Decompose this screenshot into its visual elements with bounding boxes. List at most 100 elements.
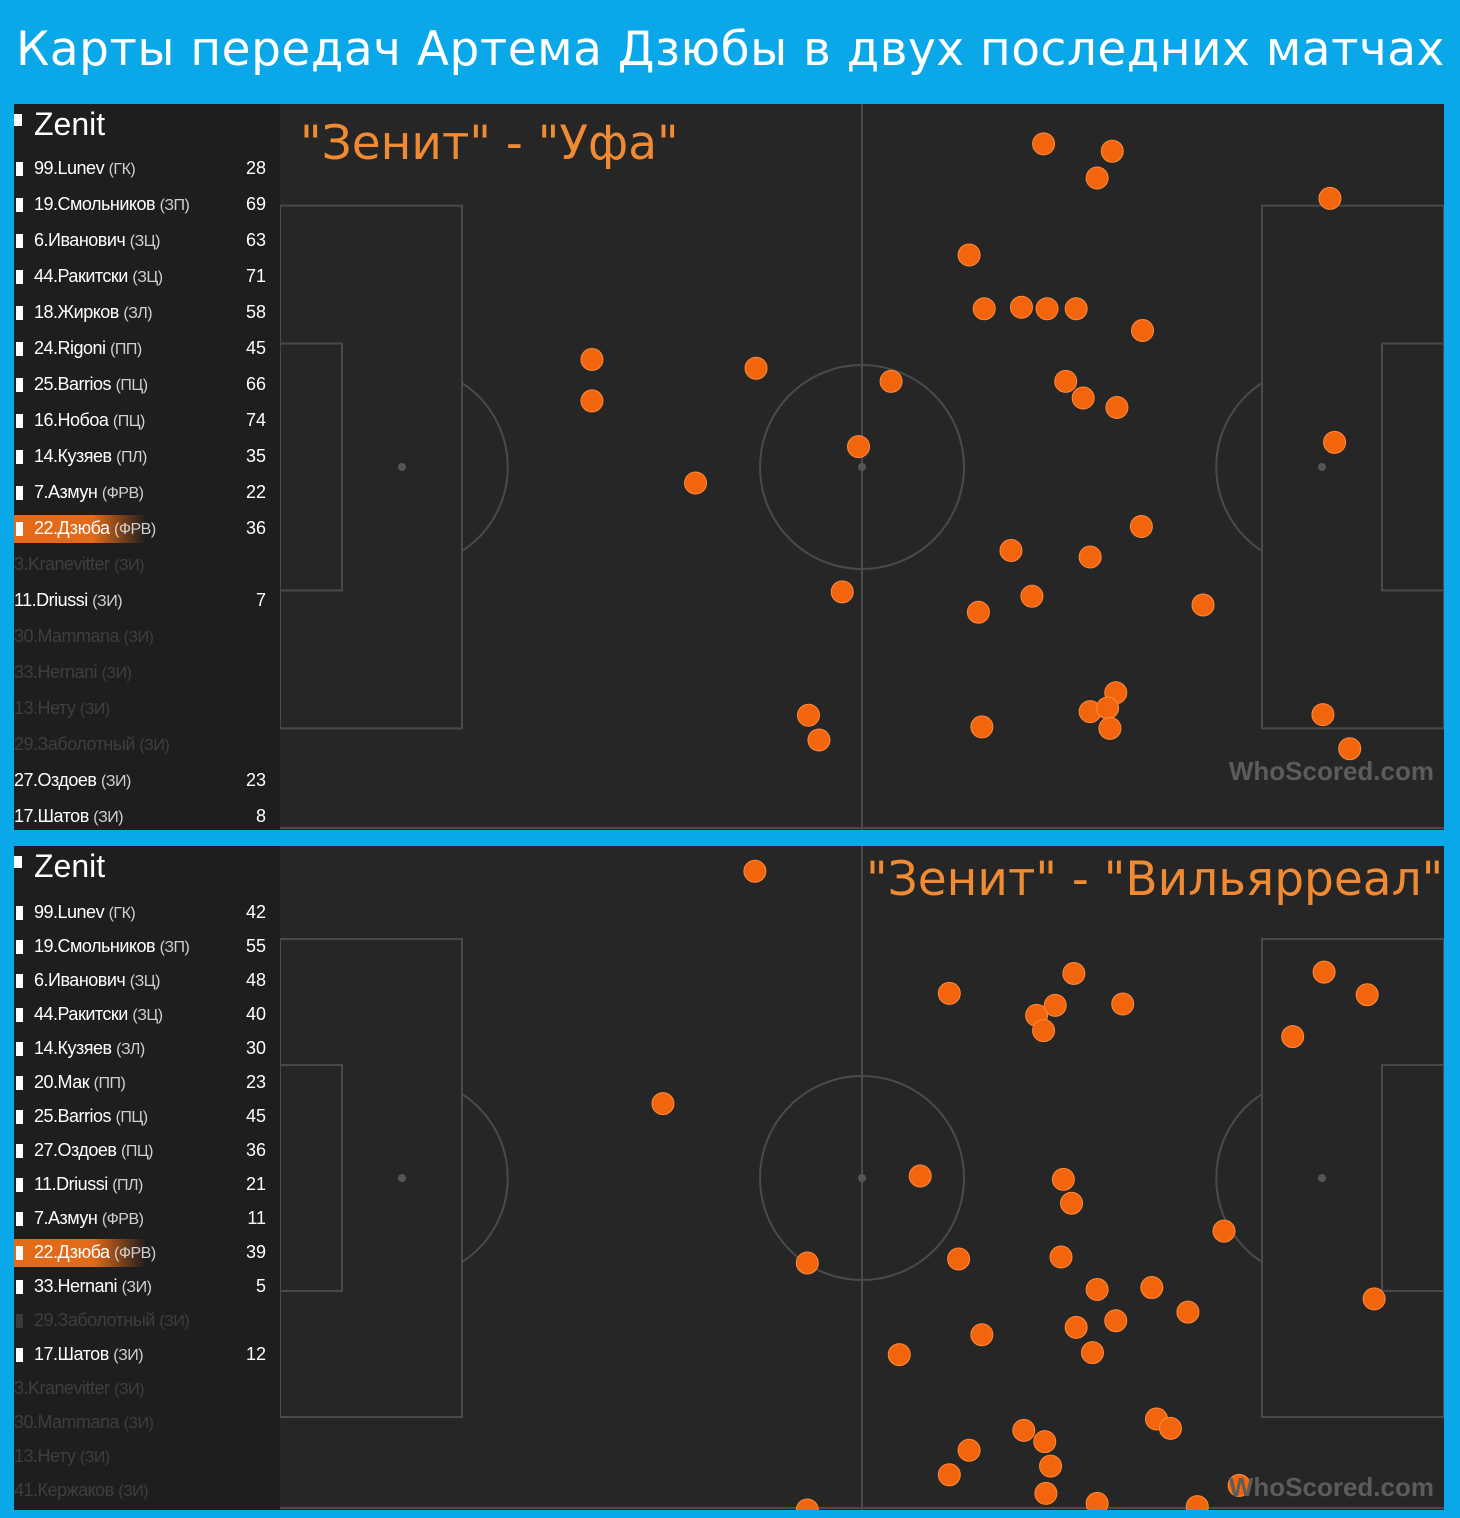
checkbox-icon[interactable] — [16, 974, 23, 988]
player-num-name: 44.Ракитски — [34, 1004, 128, 1024]
player-row[interactable]: 16.Нобоа (ПЦ) 74 — [14, 408, 280, 442]
player-row[interactable]: 19.Смольников (ЗП) 55 — [14, 934, 280, 968]
checkbox-icon[interactable] — [16, 1314, 23, 1328]
checkbox-icon[interactable] — [16, 1110, 23, 1124]
player-row[interactable]: 44.Ракитски (ЗЦ) 40 — [14, 1002, 280, 1036]
player-num-name: 3.Kranevitter — [14, 554, 110, 574]
player-row[interactable]: 3.Kranevitter (ЗИ) — [14, 552, 280, 586]
checkbox-icon[interactable] — [16, 522, 23, 536]
checkbox-icon[interactable] — [16, 1144, 23, 1158]
player-row[interactable]: 7.Азмун (ФРВ) 11 — [14, 1206, 280, 1240]
checkbox-icon[interactable] — [16, 1076, 23, 1090]
player-row[interactable]: 44.Ракитски (ЗЦ) 71 — [14, 264, 280, 298]
player-position: (ЗИ) — [123, 1415, 154, 1432]
player-row[interactable]: 22.Дзюба (ФРВ) 39 — [14, 1239, 280, 1274]
player-row[interactable]: 17.Шатов (ЗИ) 12 — [14, 1342, 280, 1376]
player-row[interactable]: 17.Шатов (ЗИ) 8 — [14, 804, 280, 830]
checkbox-icon[interactable] — [16, 940, 23, 954]
checkbox-icon[interactable] — [16, 342, 23, 356]
player-row[interactable]: 14.Кузяев (ПЛ) 35 — [14, 444, 280, 478]
player-position: (ПЦ) — [120, 1143, 154, 1160]
player-row[interactable]: 29.Заболотный (ЗИ) — [14, 732, 280, 766]
checkbox-icon[interactable] — [16, 270, 23, 284]
checkbox-icon[interactable] — [16, 234, 23, 248]
player-name: 17.Шатов (ЗИ) — [14, 806, 124, 827]
player-name: 19.Смольников (ЗП) — [34, 936, 190, 957]
player-row[interactable]: 33.Hernani (ЗИ) 5 — [14, 1274, 280, 1308]
player-row[interactable]: 6.Иванович (ЗЦ) 63 — [14, 228, 280, 262]
pass-dot — [1131, 319, 1155, 343]
player-position: (ПЦ) — [115, 1109, 149, 1126]
player-row[interactable]: 29.Заболотный (ЗИ) — [14, 1308, 280, 1342]
player-position: (ЗИ) — [123, 629, 154, 646]
checkbox-icon[interactable] — [16, 1348, 23, 1362]
checkbox-icon[interactable] — [16, 486, 23, 500]
player-num-name: 20.Мак — [34, 1072, 90, 1092]
player-row[interactable]: 14.Кузяев (ЗЛ) 30 — [14, 1036, 280, 1070]
pass-count: 5 — [255, 1276, 266, 1296]
player-row[interactable]: 30.Mammana (ЗИ) — [14, 624, 280, 658]
player-name: 14.Кузяев (ПЛ) — [34, 446, 147, 467]
player-name: 22.Дзюба (ФРВ) — [34, 1242, 156, 1263]
checkbox-icon[interactable] — [16, 1042, 23, 1056]
pass-dot — [1338, 737, 1362, 761]
pass-dot — [1158, 1416, 1182, 1440]
player-row[interactable]: 99.Lunev (ГК) 28 — [14, 156, 280, 190]
player-num-name: 27.Оздоев — [14, 770, 97, 790]
player-position: (ПП) — [93, 1075, 126, 1092]
player-position: (ЗЦ) — [132, 269, 163, 286]
pass-dot — [999, 538, 1023, 562]
checkbox-icon[interactable] — [16, 162, 23, 176]
player-row[interactable]: 20.Мак (ПП) 23 — [14, 1070, 280, 1104]
player-row[interactable]: 6.Иванович (ЗЦ) 48 — [14, 968, 280, 1002]
player-row[interactable]: 7.Азмун (ФРВ) 22 — [14, 480, 280, 514]
pass-dot — [937, 1463, 961, 1487]
checkbox-icon[interactable] — [16, 414, 23, 428]
player-row[interactable]: 24.Rigoni (ПП) 45 — [14, 336, 280, 370]
checkbox-icon[interactable] — [16, 450, 23, 464]
player-row[interactable]: 99.Lunev (ГК) 42 — [14, 900, 280, 934]
checkbox-icon[interactable] — [16, 1178, 23, 1192]
player-row[interactable]: 27.Оздоев (ЗИ) 23 — [14, 768, 280, 802]
player-position: (ЗИ) — [121, 1279, 152, 1296]
checkbox-icon[interactable] — [16, 1246, 23, 1260]
pass-dot — [970, 715, 994, 739]
team-name: Zenit — [34, 848, 106, 884]
player-row[interactable]: 27.Оздоев (ПЦ) 36 — [14, 1138, 280, 1172]
player-row[interactable]: 13.Нету (ЗИ) — [14, 696, 280, 730]
checkbox-icon[interactable] — [16, 1280, 23, 1294]
checkbox-icon[interactable] — [16, 378, 23, 392]
player-row[interactable]: 33.Hernani (ЗИ) — [14, 660, 280, 694]
pitch-svg — [279, 104, 1444, 830]
player-name: 7.Азмун (ФРВ) — [34, 1208, 144, 1229]
player-row[interactable]: 18.Жирков (ЗЛ) 58 — [14, 300, 280, 334]
page-title: Карты передач Артема Дзюбы в двух послед… — [16, 22, 1445, 77]
pass-dot — [1035, 297, 1059, 321]
player-num-name: 22.Дзюба — [34, 1242, 110, 1262]
player-position: (ПЛ) — [112, 1177, 143, 1194]
player-row[interactable]: 11.Driussi (ЗИ) 7 — [14, 588, 280, 622]
player-row[interactable]: 13.Нету (ЗИ) — [14, 1444, 280, 1478]
penalty-arc-left — [461, 382, 509, 552]
player-row[interactable]: 41.Кержаков (ЗИ) — [14, 1478, 280, 1510]
checkbox-icon[interactable] — [16, 306, 23, 320]
pass-count: 23 — [245, 1072, 266, 1092]
pass-dot — [1140, 1276, 1164, 1300]
player-position: (ЗЦ) — [129, 973, 161, 990]
player-row[interactable]: 30.Mammana (ЗИ) — [14, 1410, 280, 1444]
player-row[interactable]: 11.Driussi (ПЛ) 21 — [14, 1172, 280, 1206]
player-row[interactable]: 19.Смольников (ЗП) 69 — [14, 192, 280, 226]
checkbox-icon[interactable] — [16, 198, 23, 212]
player-name: 41.Кержаков (ЗИ) — [14, 1480, 149, 1501]
checkbox-icon[interactable] — [16, 1212, 23, 1226]
player-row[interactable]: 25.Barrios (ПЦ) 45 — [14, 1104, 280, 1138]
pass-dot — [1060, 1191, 1084, 1215]
checkbox-icon[interactable] — [16, 906, 23, 920]
player-row[interactable]: 3.Kranevitter (ЗИ) — [14, 1376, 280, 1410]
player-row[interactable]: 25.Barrios (ПЦ) 66 — [14, 372, 280, 406]
player-name: 6.Иванович (ЗЦ) — [34, 970, 160, 991]
player-row[interactable]: 22.Дзюба (ФРВ) 36 — [14, 515, 280, 550]
penalty-box-right — [1261, 937, 1444, 1419]
checkbox-icon[interactable] — [16, 1008, 23, 1022]
penalty-box-left — [279, 204, 463, 730]
